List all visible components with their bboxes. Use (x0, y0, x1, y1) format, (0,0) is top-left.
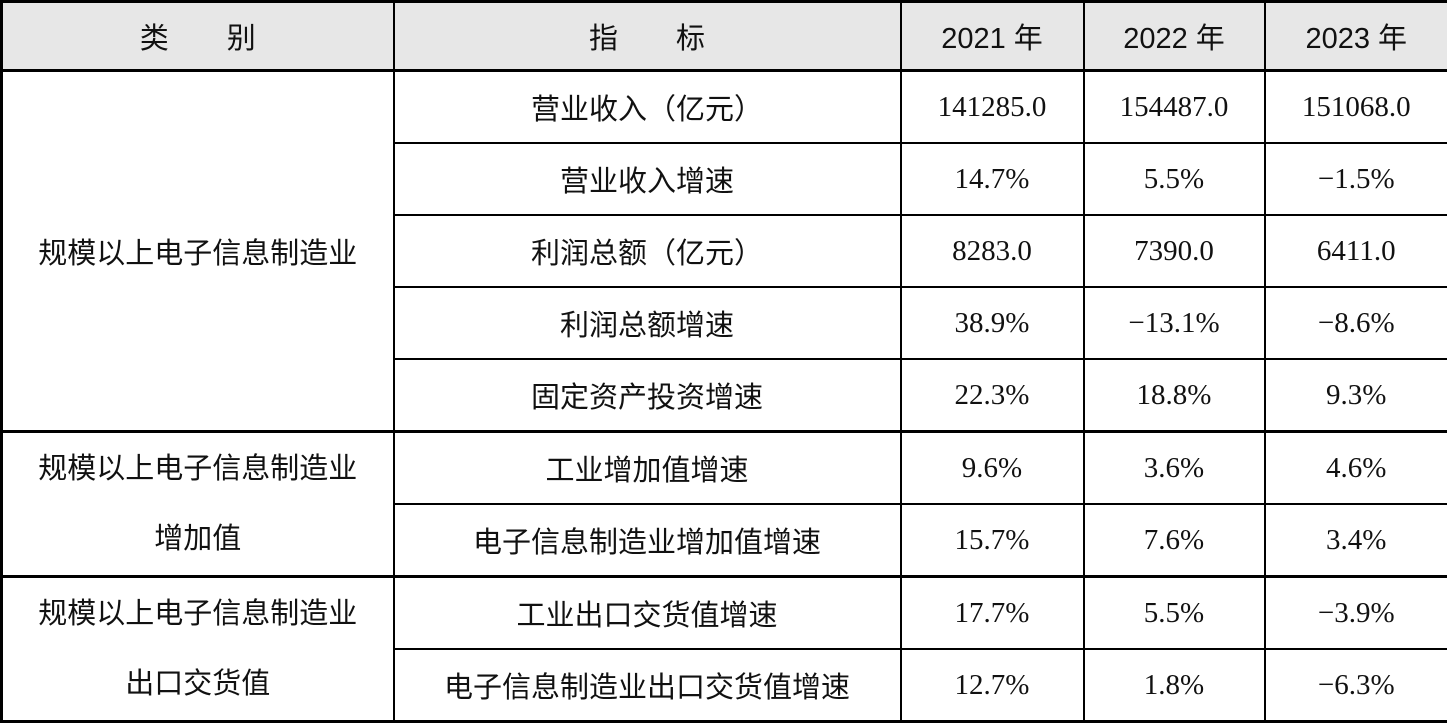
table-row: 规模以上电子信息制造业 出口交货值 工业出口交货值增速 17.7% 5.5% −… (2, 577, 1447, 650)
value-cell: 4.6% (1265, 432, 1447, 505)
value-cell: 17.7% (901, 577, 1084, 650)
category-label-line2: 增加值 (3, 504, 393, 574)
header-cell-year-2021: 2021 年 (901, 2, 1084, 71)
value-cell: 154487.0 (1084, 71, 1265, 144)
indicator-cell: 营业收入增速 (394, 143, 901, 215)
value-cell: 5.5% (1084, 577, 1265, 650)
value-cell: 15.7% (901, 504, 1084, 577)
value-cell: −8.6% (1265, 287, 1447, 359)
category-cell-manufacturing: 规模以上电子信息制造业 (2, 71, 394, 432)
table-body: 规模以上电子信息制造业 营业收入（亿元） 141285.0 154487.0 1… (2, 71, 1447, 722)
value-cell: 7390.0 (1084, 215, 1265, 287)
value-cell: 9.6% (901, 432, 1084, 505)
indicator-cell: 工业出口交货值增速 (394, 577, 901, 650)
indicator-cell: 电子信息制造业出口交货值增速 (394, 649, 901, 722)
indicator-cell: 利润总额（亿元） (394, 215, 901, 287)
value-cell: 9.3% (1265, 359, 1447, 432)
header-row: 类 别 指 标 2021 年 2022 年 2023 年 (2, 2, 1447, 71)
value-cell: 12.7% (901, 649, 1084, 722)
category-label-line1: 规模以上电子信息制造业 (3, 434, 393, 504)
value-cell: −3.9% (1265, 577, 1447, 650)
category-label: 规模以上电子信息制造业 (38, 238, 357, 270)
value-cell: −13.1% (1084, 287, 1265, 359)
value-cell: 18.8% (1084, 359, 1265, 432)
table-row: 规模以上电子信息制造业 营业收入（亿元） 141285.0 154487.0 1… (2, 71, 1447, 144)
header-cell-year-2023: 2023 年 (1265, 2, 1447, 71)
value-cell: 3.6% (1084, 432, 1265, 505)
table-row: 规模以上电子信息制造业 增加值 工业增加值增速 9.6% 3.6% 4.6% (2, 432, 1447, 505)
value-cell: −6.3% (1265, 649, 1447, 722)
indicator-cell: 营业收入（亿元） (394, 71, 901, 144)
value-cell: 6411.0 (1265, 215, 1447, 287)
value-cell: −1.5% (1265, 143, 1447, 215)
category-label-line2: 出口交货值 (3, 649, 393, 719)
category-label-stack: 规模以上电子信息制造业 出口交货值 (3, 579, 393, 719)
category-cell-export-delivery: 规模以上电子信息制造业 出口交货值 (2, 577, 394, 722)
value-cell: 38.9% (901, 287, 1084, 359)
category-label-stack: 规模以上电子信息制造业 增加值 (3, 434, 393, 574)
value-cell: 14.7% (901, 143, 1084, 215)
value-cell: 151068.0 (1265, 71, 1447, 144)
value-cell: 141285.0 (901, 71, 1084, 144)
header-cell-indicator: 指 标 (394, 2, 901, 71)
category-label-line1: 规模以上电子信息制造业 (3, 579, 393, 649)
value-cell: 22.3% (901, 359, 1084, 432)
value-cell: 3.4% (1265, 504, 1447, 577)
header-cell-category: 类 别 (2, 2, 394, 71)
value-cell: 8283.0 (901, 215, 1084, 287)
indicator-cell: 电子信息制造业增加值增速 (394, 504, 901, 577)
header-cell-year-2022: 2022 年 (1084, 2, 1265, 71)
indicator-cell: 工业增加值增速 (394, 432, 901, 505)
category-cell-value-added: 规模以上电子信息制造业 增加值 (2, 432, 394, 577)
value-cell: 5.5% (1084, 143, 1265, 215)
table-header: 类 别 指 标 2021 年 2022 年 2023 年 (2, 2, 1447, 71)
value-cell: 1.8% (1084, 649, 1265, 722)
indicator-cell: 固定资产投资增速 (394, 359, 901, 432)
value-cell: 7.6% (1084, 504, 1265, 577)
indicator-cell: 利润总额增速 (394, 287, 901, 359)
